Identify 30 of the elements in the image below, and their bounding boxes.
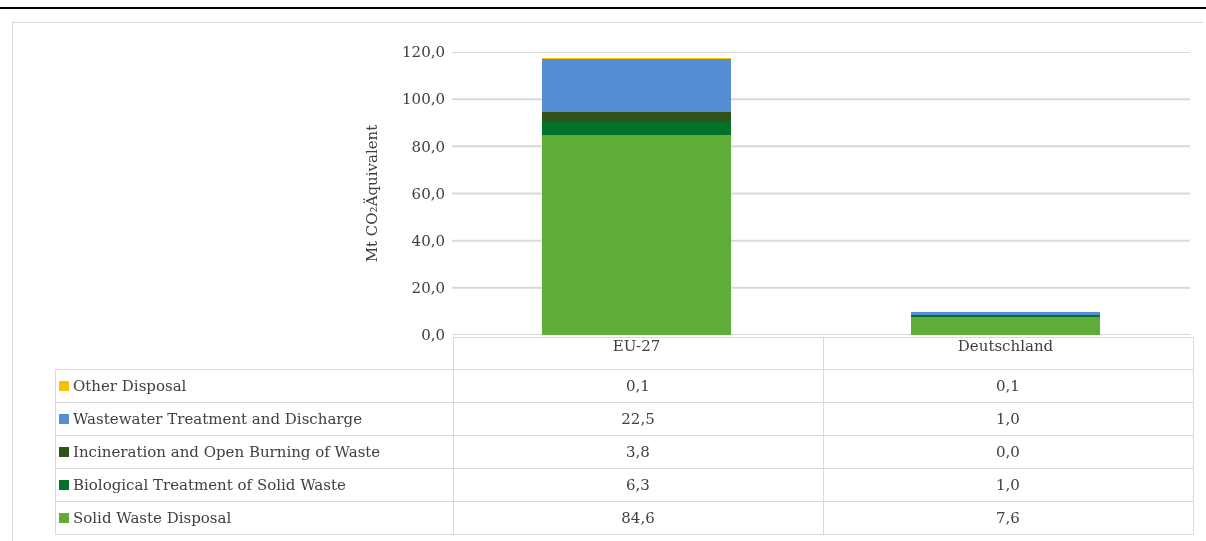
bar <box>542 135 731 335</box>
y-axis-title: Mt CO₂Äquivalent <box>363 124 382 263</box>
y-tick-label: 60,0 <box>411 184 445 203</box>
data-label: 6,3 <box>453 468 823 502</box>
y-tick-label: 0,0 <box>421 326 445 345</box>
legend-label: Other Disposal <box>73 377 187 395</box>
data-label: 1,0 <box>823 402 1193 436</box>
x-tick-label: EU-27 <box>612 337 661 355</box>
data-label: 0,1 <box>453 369 823 403</box>
data-label: 7,6 <box>823 501 1193 535</box>
x-tick-label: Deutschland <box>957 337 1054 355</box>
bar <box>542 58 731 112</box>
bar <box>542 120 731 136</box>
bar <box>542 111 731 121</box>
legend-label: Wastewater Treatment and Discharge <box>73 410 363 428</box>
data-label: 0,1 <box>823 369 1193 403</box>
y-tick-label: 80,0 <box>411 137 445 156</box>
data-label: 22,5 <box>453 402 823 436</box>
legend-label: Incineration and Open Burning of Waste <box>73 443 381 461</box>
legend-label: Biological Treatment of Solid Waste <box>73 476 346 494</box>
data-label: 3,8 <box>453 435 823 469</box>
data-label: 1,0 <box>823 468 1193 502</box>
data-label: 0,0 <box>823 435 1193 469</box>
y-tick-label: 40,0 <box>411 231 445 250</box>
y-tick-label: 20,0 <box>411 279 445 298</box>
bar <box>911 317 1100 335</box>
data-label: 84,6 <box>453 501 823 535</box>
y-tick-label: 120,0 <box>402 43 445 62</box>
y-tick-label: 100,0 <box>402 90 445 109</box>
legend-label: Solid Waste Disposal <box>73 509 232 527</box>
